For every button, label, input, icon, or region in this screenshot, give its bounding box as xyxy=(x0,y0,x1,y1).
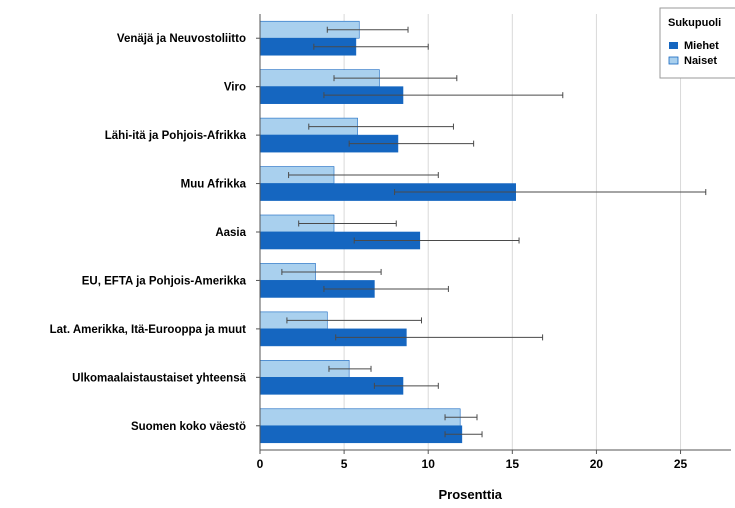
legend-swatch-naiset xyxy=(668,56,679,65)
legend-label-naiset: Naiset xyxy=(684,55,717,67)
x-tick-label-5: 5 xyxy=(341,457,348,471)
x-tick-label-0: 0 xyxy=(257,457,264,471)
legend-title: Sukupuoli xyxy=(668,17,721,29)
bar-miehet-8 xyxy=(259,425,463,444)
category-label-1: Viro xyxy=(224,82,246,94)
error-bars xyxy=(281,26,707,438)
x-tick-label-25: 25 xyxy=(674,457,688,471)
category-label-0: Venäjä ja Neuvostoliitto xyxy=(117,33,246,45)
x-tick-label-15: 15 xyxy=(506,457,520,471)
legend-swatch-miehet xyxy=(669,42,678,49)
x-tick-label-10: 10 xyxy=(422,457,436,471)
legend-label-miehet: Miehet xyxy=(684,40,719,52)
category-label-4: Aasia xyxy=(215,227,246,239)
x-axis-label: Prosenttia xyxy=(438,487,502,502)
category-label-2: Lähi-itä ja Pohjois-Afrikka xyxy=(105,130,247,142)
category-label-3: Muu Afrikka xyxy=(181,179,247,191)
bar-naiset-8 xyxy=(259,408,461,427)
category-label-7: Ulkomaalaistaustaiset yhteensä xyxy=(72,372,246,384)
legend: Sukupuoli Miehet Naiset xyxy=(659,7,735,79)
category-label-6: Lat. Amerikka, Itä-Eurooppa ja muut xyxy=(50,324,247,336)
category-label-8: Suomen koko väestö xyxy=(131,421,246,433)
axes: 0 5 10 15 20 25 Venäjä ja Neuvostoliitto Viro Lä… xyxy=(50,14,731,471)
x-tick-label-20: 20 xyxy=(590,457,604,471)
category-label-5: EU, EFTA ja Pohjois-Amerikka xyxy=(82,275,247,287)
